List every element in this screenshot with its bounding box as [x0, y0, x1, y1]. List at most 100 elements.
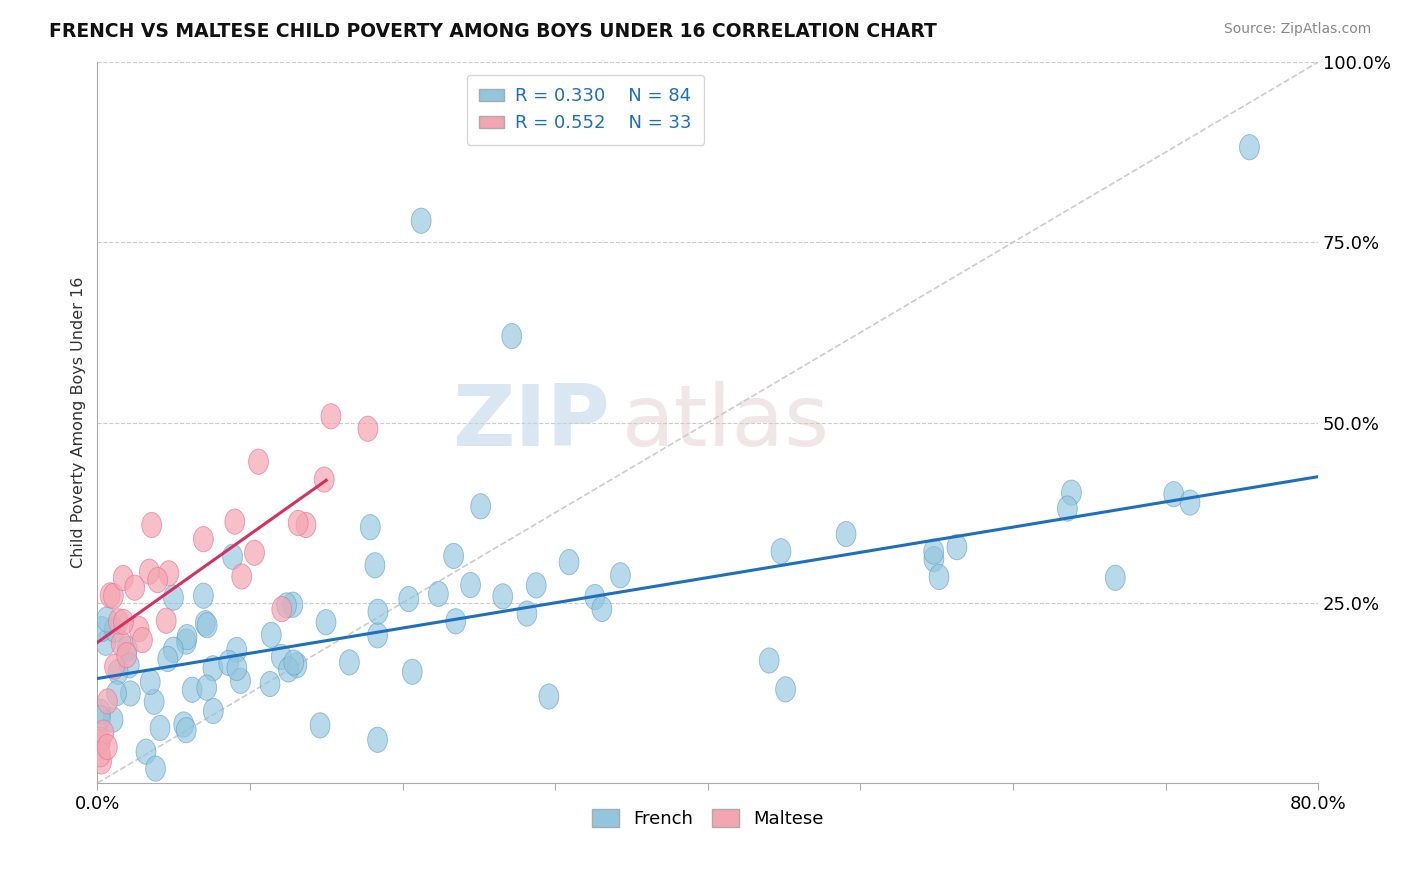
Ellipse shape [183, 677, 202, 702]
Ellipse shape [538, 684, 558, 709]
Ellipse shape [287, 653, 307, 678]
Ellipse shape [776, 677, 796, 702]
Ellipse shape [117, 642, 136, 668]
Ellipse shape [367, 623, 388, 648]
Ellipse shape [90, 741, 110, 767]
Ellipse shape [197, 613, 217, 638]
Ellipse shape [195, 611, 215, 636]
Ellipse shape [399, 586, 419, 612]
Ellipse shape [321, 404, 340, 429]
Ellipse shape [411, 208, 432, 234]
Ellipse shape [368, 599, 388, 624]
Ellipse shape [94, 720, 114, 745]
Ellipse shape [219, 650, 239, 675]
Ellipse shape [156, 608, 176, 633]
Ellipse shape [194, 583, 214, 608]
Ellipse shape [104, 617, 124, 642]
Ellipse shape [97, 607, 117, 632]
Ellipse shape [494, 583, 513, 609]
Ellipse shape [145, 690, 165, 714]
Ellipse shape [367, 727, 388, 753]
Ellipse shape [159, 561, 179, 586]
Text: atlas: atlas [623, 381, 831, 464]
Ellipse shape [278, 657, 298, 682]
Ellipse shape [1062, 480, 1081, 505]
Ellipse shape [284, 650, 304, 675]
Ellipse shape [202, 656, 224, 681]
Ellipse shape [148, 567, 167, 592]
Ellipse shape [1240, 135, 1260, 160]
Ellipse shape [104, 654, 124, 680]
Ellipse shape [1180, 490, 1199, 516]
Ellipse shape [929, 565, 949, 590]
Ellipse shape [226, 656, 246, 681]
Ellipse shape [1105, 566, 1125, 591]
Ellipse shape [90, 727, 110, 753]
Ellipse shape [297, 512, 316, 538]
Ellipse shape [174, 712, 194, 737]
Ellipse shape [107, 681, 127, 706]
Ellipse shape [360, 515, 380, 540]
Text: Source: ZipAtlas.com: Source: ZipAtlas.com [1223, 22, 1371, 37]
Ellipse shape [271, 597, 291, 622]
Ellipse shape [100, 582, 120, 608]
Ellipse shape [924, 547, 943, 572]
Ellipse shape [283, 592, 302, 617]
Ellipse shape [316, 609, 336, 635]
Ellipse shape [444, 543, 464, 568]
Ellipse shape [592, 597, 612, 622]
Y-axis label: Child Poverty Among Boys Under 16: Child Poverty Among Boys Under 16 [72, 277, 86, 568]
Ellipse shape [96, 630, 115, 656]
Ellipse shape [1164, 482, 1184, 507]
Ellipse shape [129, 616, 149, 641]
Ellipse shape [231, 668, 250, 693]
Ellipse shape [125, 575, 145, 600]
Ellipse shape [90, 699, 110, 724]
Ellipse shape [759, 648, 779, 673]
Ellipse shape [176, 717, 197, 743]
Ellipse shape [260, 672, 280, 697]
Ellipse shape [924, 539, 943, 564]
Ellipse shape [502, 324, 522, 349]
Ellipse shape [471, 494, 491, 519]
Ellipse shape [114, 566, 134, 591]
Ellipse shape [262, 623, 281, 648]
Ellipse shape [132, 627, 152, 653]
Legend: French, Maltese: French, Maltese [585, 802, 831, 835]
Ellipse shape [108, 659, 128, 684]
Ellipse shape [315, 467, 335, 492]
Ellipse shape [359, 417, 378, 442]
Ellipse shape [402, 659, 422, 684]
Ellipse shape [232, 564, 252, 589]
Ellipse shape [277, 593, 297, 618]
Ellipse shape [366, 553, 385, 578]
Ellipse shape [139, 559, 159, 584]
Ellipse shape [429, 582, 449, 607]
Ellipse shape [163, 585, 183, 610]
Ellipse shape [114, 609, 134, 634]
Ellipse shape [226, 637, 246, 663]
Ellipse shape [245, 541, 264, 566]
Ellipse shape [194, 526, 214, 552]
Ellipse shape [176, 629, 197, 654]
Ellipse shape [142, 512, 162, 538]
Ellipse shape [288, 510, 308, 535]
Ellipse shape [339, 649, 360, 675]
Ellipse shape [249, 449, 269, 475]
Ellipse shape [91, 748, 111, 774]
Ellipse shape [108, 608, 128, 634]
Ellipse shape [111, 631, 131, 656]
Ellipse shape [91, 616, 111, 641]
Ellipse shape [117, 636, 136, 661]
Ellipse shape [104, 583, 124, 608]
Ellipse shape [90, 730, 110, 755]
Ellipse shape [271, 644, 291, 670]
Ellipse shape [121, 681, 141, 706]
Ellipse shape [141, 669, 160, 695]
Ellipse shape [517, 601, 537, 626]
Ellipse shape [526, 573, 546, 598]
Ellipse shape [311, 713, 330, 738]
Ellipse shape [197, 675, 217, 700]
Ellipse shape [150, 715, 170, 740]
Ellipse shape [610, 563, 630, 588]
